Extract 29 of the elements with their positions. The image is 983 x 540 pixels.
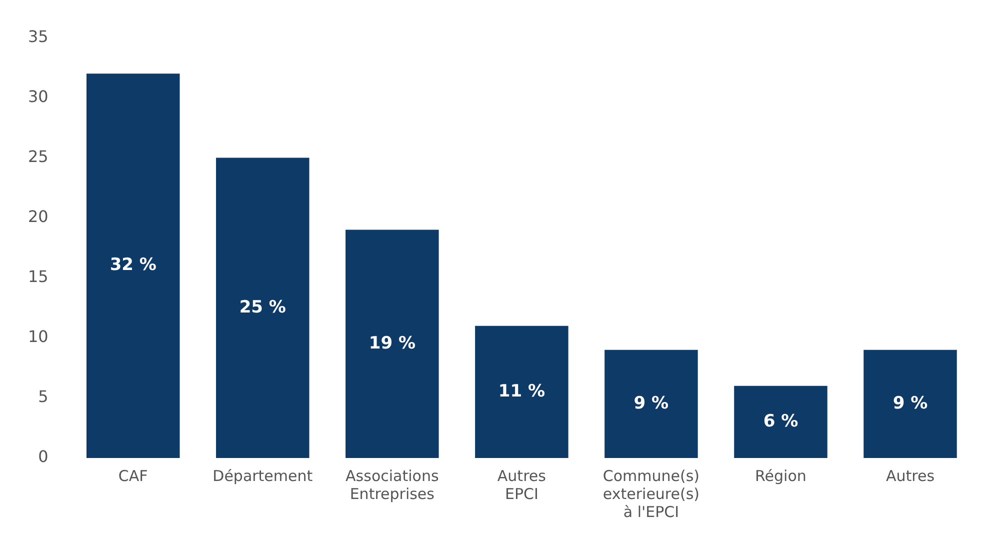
data-label: 11 %	[498, 381, 545, 402]
x-tick-label: Autres EPCI	[497, 466, 546, 503]
y-tick-label: 35	[28, 26, 48, 46]
y-tick-label: 5	[38, 387, 48, 406]
bar	[346, 230, 439, 458]
bar	[86, 74, 180, 458]
y-tick-label: 25	[28, 146, 48, 166]
bar	[475, 326, 568, 458]
bar	[864, 350, 957, 458]
x-tick-label: Commune(s) exterieure(s) à l'EPCI	[602, 466, 700, 521]
x-tick-label: Département	[212, 466, 313, 485]
y-tick-label: 30	[28, 86, 48, 106]
bar	[604, 350, 698, 458]
x-tick-label: Autres	[886, 466, 935, 485]
bar	[216, 158, 310, 458]
data-label: 32 %	[110, 255, 156, 276]
y-tick-label: 10	[28, 327, 48, 346]
data-label: 9 %	[892, 393, 928, 414]
x-tick-label: Associations Entreprises	[346, 466, 439, 503]
data-label: 19 %	[368, 333, 416, 354]
bar	[734, 386, 828, 458]
data-label: 9 %	[634, 393, 669, 414]
y-tick-label: 20	[28, 206, 48, 226]
y-tick-label: 15	[28, 266, 48, 286]
data-label: 6 %	[763, 411, 798, 432]
data-label: 25 %	[239, 297, 286, 318]
x-tick-label: CAF	[118, 466, 148, 485]
y-tick-label: 0	[38, 447, 48, 466]
x-tick-label: Région	[755, 466, 806, 485]
